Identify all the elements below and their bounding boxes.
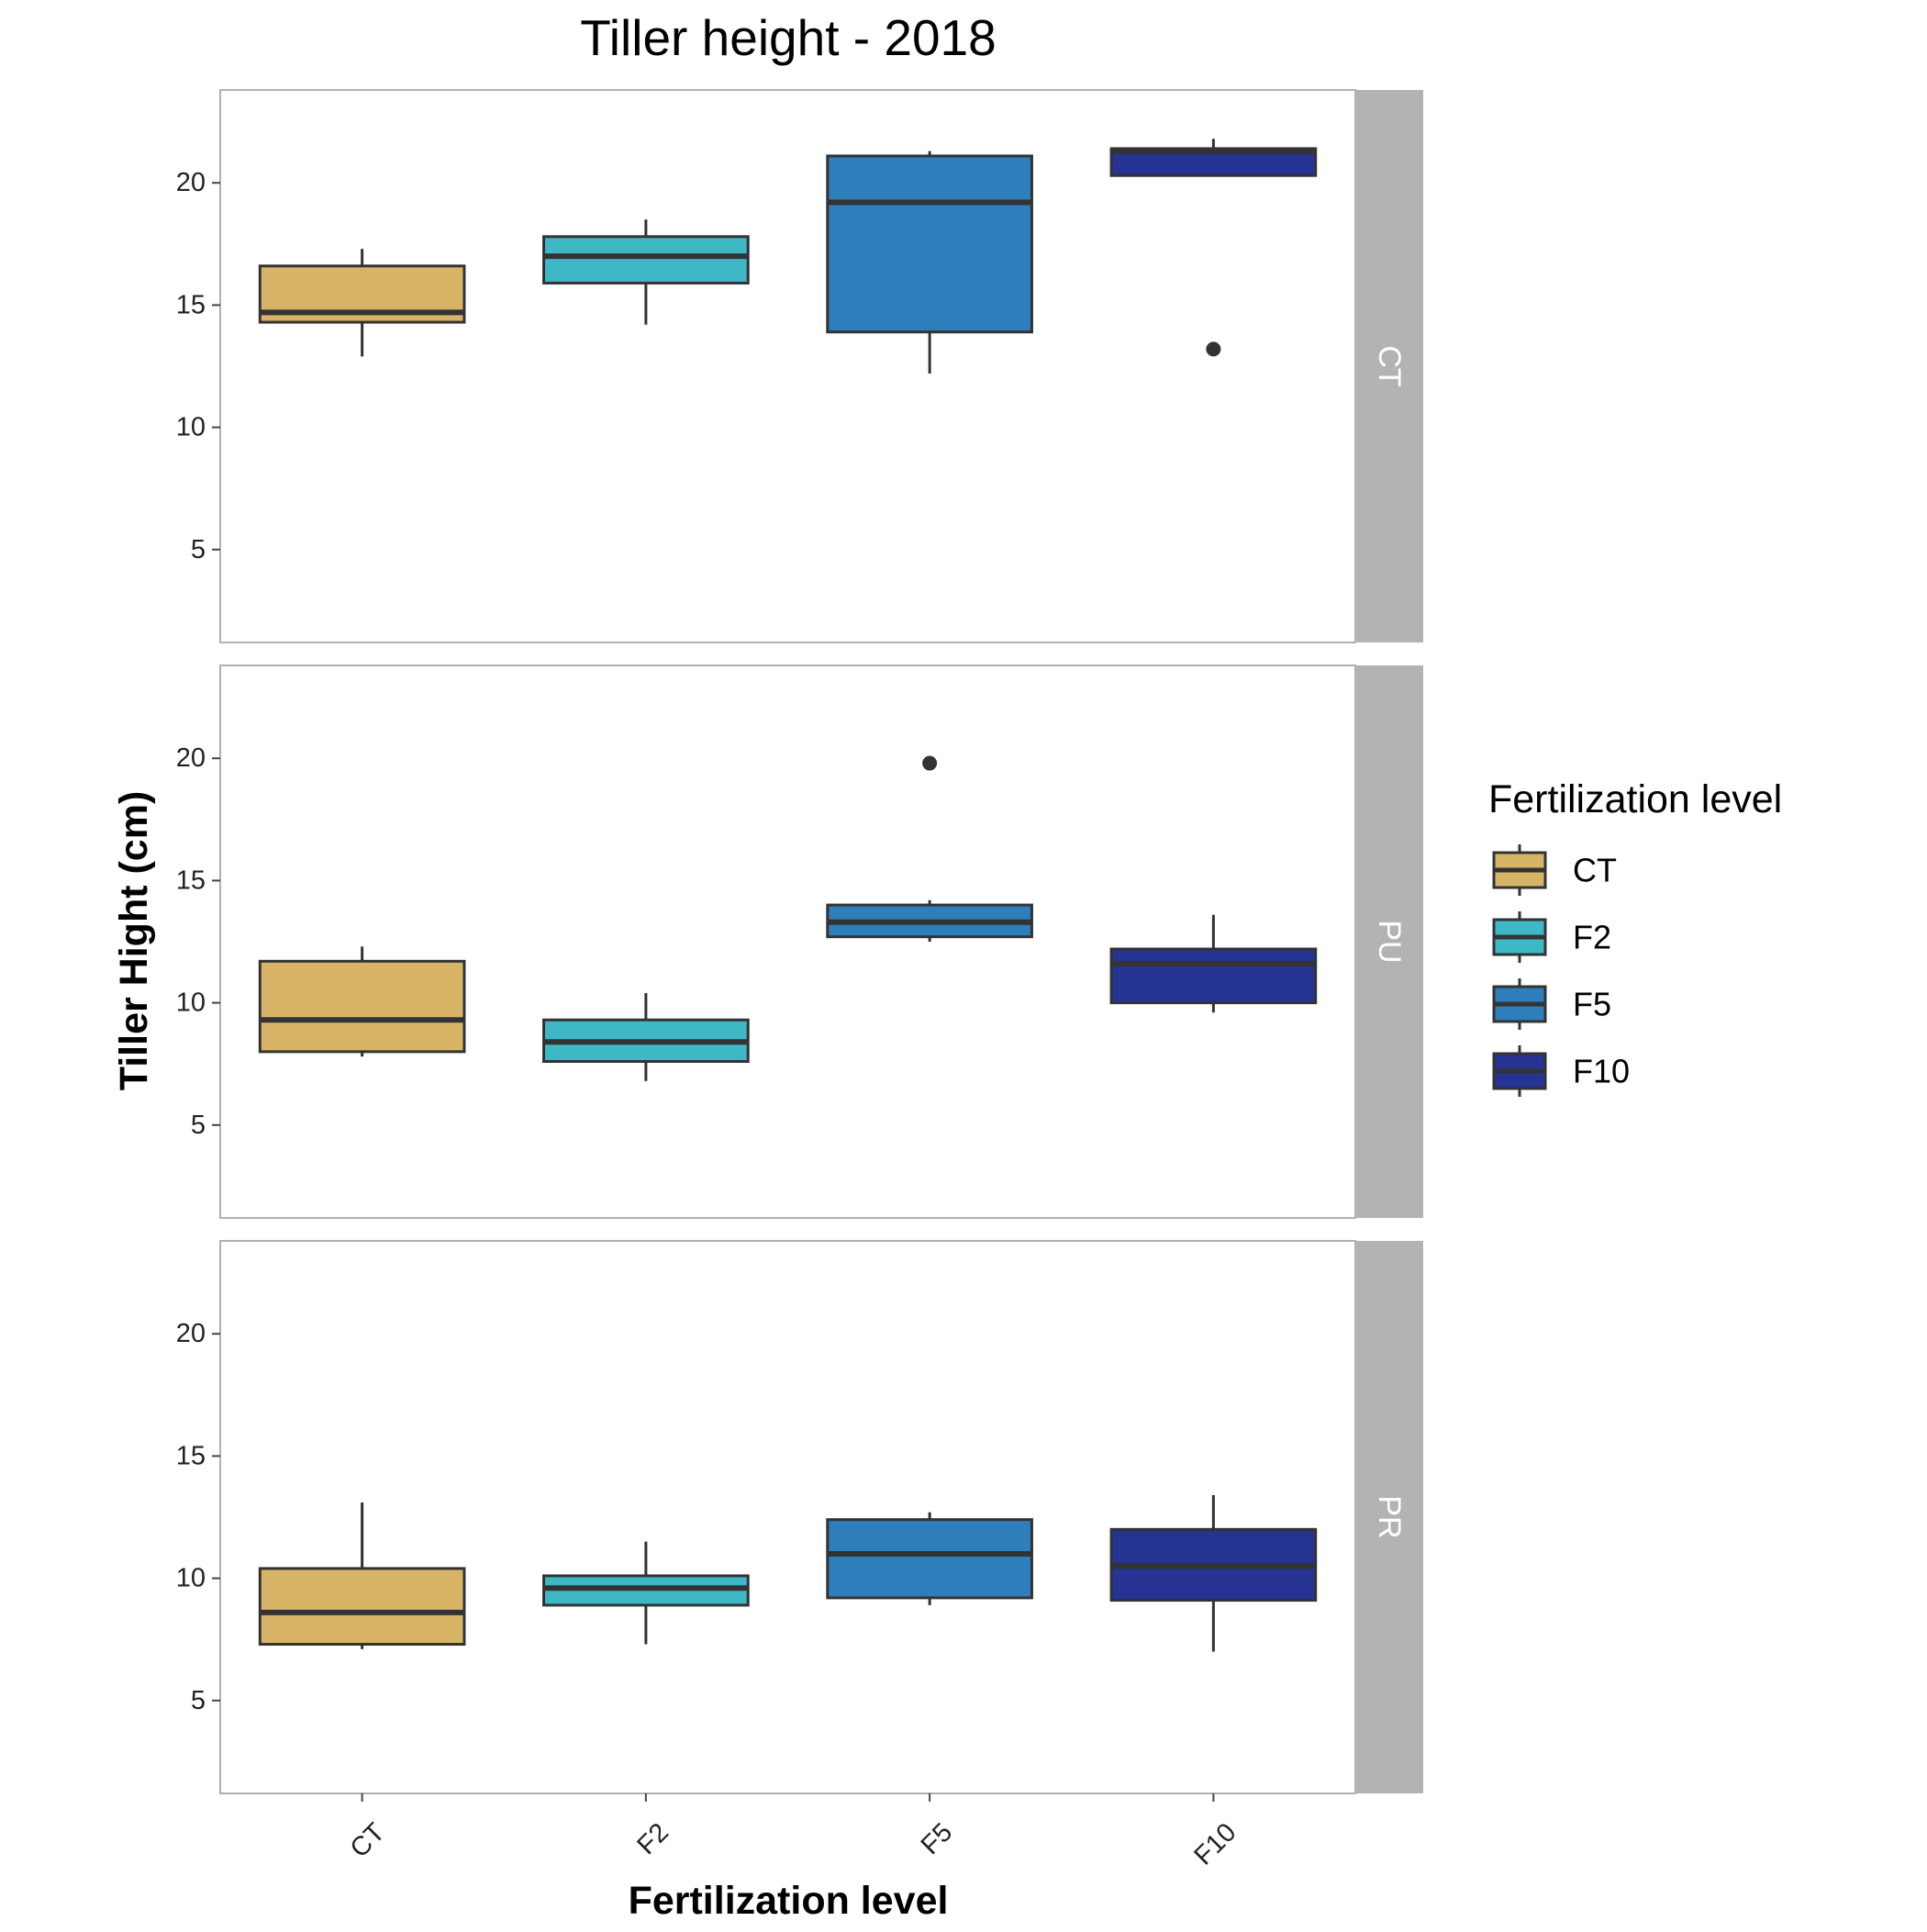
outlier-point bbox=[922, 755, 938, 771]
box-iqr bbox=[826, 154, 1033, 334]
box-pu-f5 bbox=[826, 755, 1033, 942]
y-tick-label: 10 bbox=[176, 1564, 206, 1593]
box-iqr bbox=[258, 1567, 466, 1647]
y-tick-label: 10 bbox=[176, 413, 206, 442]
panel-border bbox=[219, 89, 1356, 643]
y-tick-label: 5 bbox=[191, 1111, 206, 1140]
box-pu-f10 bbox=[1109, 914, 1318, 1013]
box-pr-f5 bbox=[826, 1512, 1033, 1605]
x-axis: CT F2 F5 F10 bbox=[345, 1793, 1242, 1871]
legend-item-ct: CT bbox=[1492, 844, 1617, 896]
y-tick-label: 20 bbox=[176, 1319, 206, 1348]
facet-panels: CT 5 10 15 20 PU 5 10 15 20 PR 5 10 15 20 bbox=[176, 89, 1423, 1794]
facet-strip bbox=[1355, 90, 1423, 642]
facet-strip-label: CT bbox=[1372, 345, 1407, 386]
box-pr-ct bbox=[258, 1502, 466, 1649]
box-ct-f5 bbox=[826, 151, 1033, 374]
box-iqr bbox=[542, 235, 750, 285]
legend-title: Fertilization level bbox=[1488, 777, 1782, 821]
legend-item-f10: F10 bbox=[1492, 1045, 1630, 1097]
chart-title: Tiller height - 2018 bbox=[580, 9, 996, 66]
panel-border bbox=[219, 1240, 1356, 1794]
box-ct-f2 bbox=[542, 219, 750, 325]
box-pr-f2 bbox=[542, 1541, 750, 1645]
box-pr-f10 bbox=[1109, 1495, 1318, 1652]
box-pu-ct bbox=[258, 946, 466, 1057]
legend-label: F10 bbox=[1573, 1053, 1630, 1090]
facet-panel-pr: PR 5 10 15 20 bbox=[176, 1240, 1423, 1794]
y-tick-label: 15 bbox=[176, 1441, 206, 1470]
box-iqr bbox=[826, 1518, 1033, 1600]
box-iqr bbox=[258, 959, 466, 1054]
facet-strip-label: PR bbox=[1372, 1495, 1407, 1538]
legend-item-f2: F2 bbox=[1492, 911, 1611, 963]
y-tick-label: 20 bbox=[176, 168, 206, 197]
y-tick-label: 20 bbox=[176, 743, 206, 773]
facet-panel-ct: CT 5 10 15 20 bbox=[176, 89, 1423, 643]
x-tick-label: F5 bbox=[916, 1817, 959, 1860]
box-ct-f10 bbox=[1109, 139, 1318, 357]
facet-strip bbox=[1355, 665, 1423, 1218]
y-tick-label: 5 bbox=[191, 1686, 206, 1715]
y-tick-label: 15 bbox=[176, 290, 206, 319]
panel-border bbox=[219, 664, 1356, 1219]
facet-strip-label: PU bbox=[1372, 920, 1407, 963]
x-tick-label: F10 bbox=[1188, 1817, 1242, 1871]
legend-label: F5 bbox=[1573, 986, 1611, 1023]
facet-strip bbox=[1355, 1241, 1423, 1793]
legend: CT F2 F5 F10 bbox=[1492, 844, 1630, 1097]
x-tick-label: CT bbox=[345, 1817, 391, 1863]
y-axis-label: Tiller Hight (cm) bbox=[112, 791, 156, 1091]
box-pu-f2 bbox=[542, 992, 750, 1081]
y-tick-label: 5 bbox=[191, 535, 206, 564]
legend-label: F2 bbox=[1573, 919, 1611, 956]
box-iqr bbox=[1109, 947, 1318, 1005]
legend-label: CT bbox=[1573, 852, 1617, 889]
box-ct-ct bbox=[258, 249, 466, 357]
y-tick-label: 10 bbox=[176, 988, 206, 1018]
x-tick-label: F2 bbox=[631, 1817, 674, 1860]
x-axis-label: Fertilization level bbox=[629, 1879, 949, 1923]
legend-item-f5: F5 bbox=[1492, 978, 1611, 1030]
facet-panel-pu: PU 5 10 15 20 bbox=[176, 664, 1423, 1219]
outlier-point bbox=[1206, 341, 1221, 357]
y-tick-label: 15 bbox=[176, 865, 206, 895]
